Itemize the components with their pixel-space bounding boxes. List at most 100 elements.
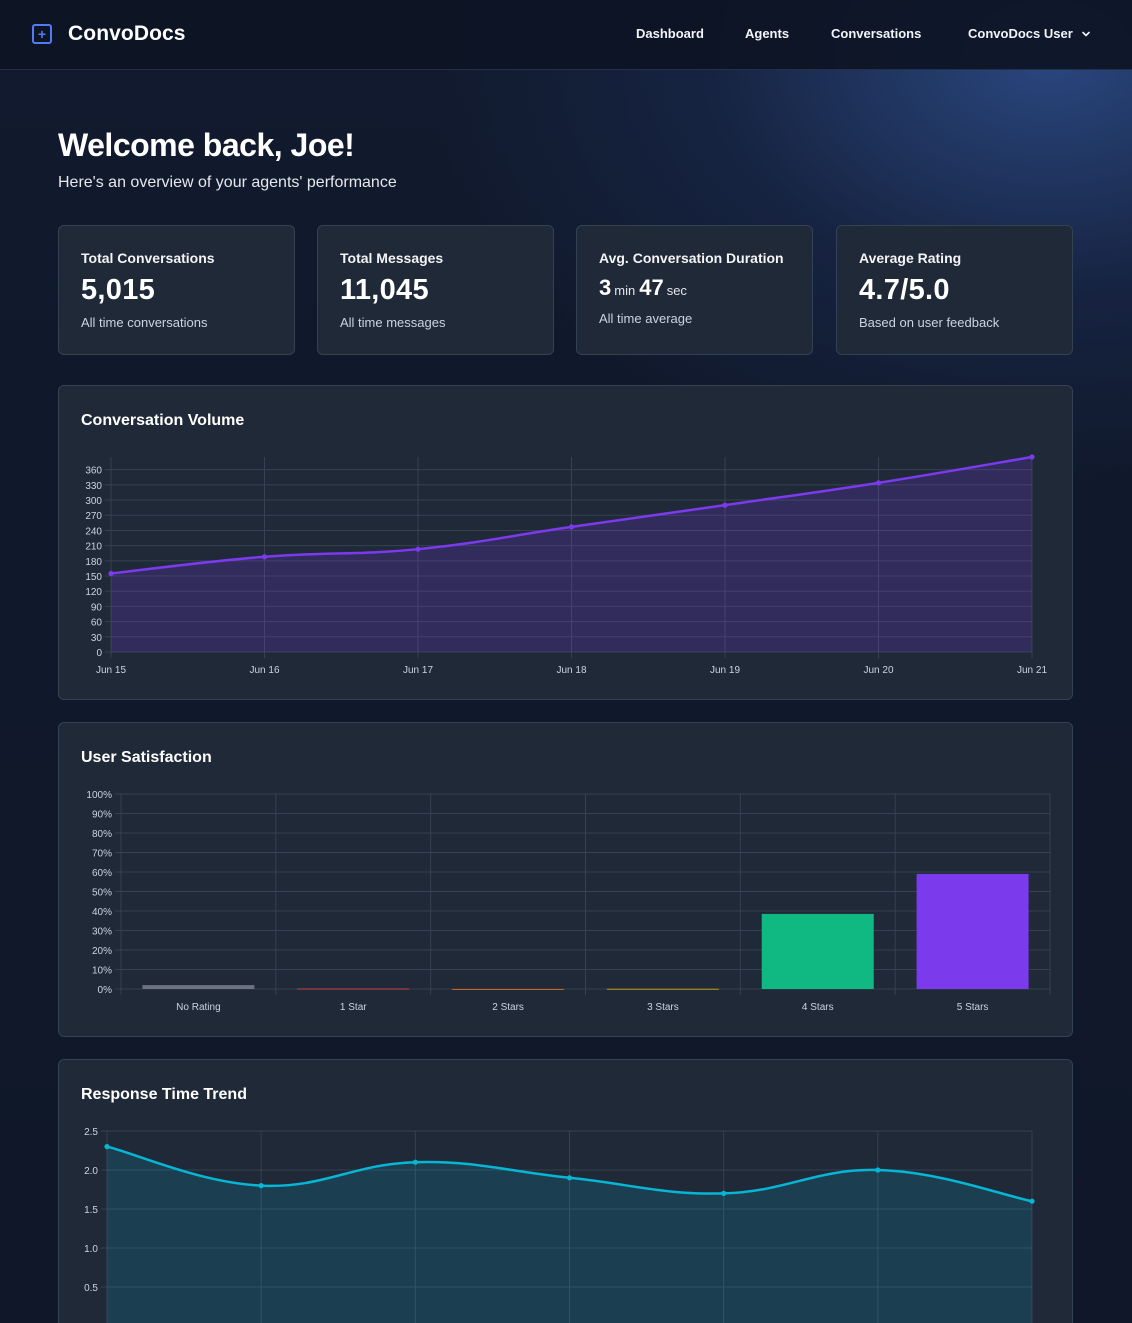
series-area <box>111 457 1032 652</box>
plus-square-icon: + <box>32 24 52 44</box>
y-tick-label: 80% <box>92 829 112 840</box>
data-point <box>875 480 882 486</box>
bar <box>606 988 719 990</box>
nav-dashboard[interactable]: Dashboard <box>636 26 704 41</box>
stat-card-avg-duration: Avg. Conversation Duration 3 min 47 sec All… <box>576 225 813 355</box>
y-tick-label: 330 <box>85 481 102 492</box>
y-tick-label: 0% <box>98 985 113 996</box>
y-tick-label: 2.5 <box>84 1127 98 1138</box>
y-tick-label: 40% <box>92 907 112 918</box>
stat-subtext: All time messages <box>340 315 446 330</box>
data-point <box>415 546 421 552</box>
y-tick-label: 120 <box>85 587 102 598</box>
stat-title: Average Rating <box>859 250 962 266</box>
duration-minutes: 3 <box>599 275 612 300</box>
bar <box>297 988 410 990</box>
y-tick-label: 180 <box>85 557 102 568</box>
chevron-down-icon <box>1081 31 1090 36</box>
stat-card-total-messages: Total Messages 11,045 All time messages <box>317 225 554 355</box>
x-tick-label: Jun 18 <box>556 665 586 676</box>
y-tick-label: 50% <box>92 888 112 899</box>
bar <box>452 989 565 990</box>
stat-value: 3 min 47 sec <box>599 275 812 301</box>
top-navbar: + ConvoDocs Dashboard Agents Conversatio… <box>0 0 1132 70</box>
stat-subtext: Based on user feedback <box>859 315 1000 330</box>
stat-subtext: All time average <box>599 311 693 326</box>
y-tick-label: 0 <box>96 648 102 659</box>
response-time-panel: Response Time Trend 00.51.01.52.02.5 <box>58 1059 1073 1323</box>
response-time-chart: 00.51.01.52.02.5 <box>84 1127 1035 1323</box>
stat-title: Avg. Conversation Duration <box>599 250 784 266</box>
x-tick-label: 4 Stars <box>802 1002 834 1013</box>
stat-title: Total Messages <box>340 250 444 266</box>
stat-card-total-conversations: Total Conversations 5,015 All time conve… <box>58 225 295 355</box>
y-tick-label: 70% <box>92 849 112 860</box>
y-tick-label: 60% <box>92 868 112 879</box>
y-tick-label: 1.0 <box>84 1244 98 1255</box>
stat-value: 11,045 <box>340 274 429 306</box>
x-tick-label: Jun 16 <box>249 665 279 676</box>
data-point <box>566 1175 573 1181</box>
data-point <box>1029 1198 1035 1204</box>
x-tick-label: No Rating <box>176 1002 220 1013</box>
user-menu-label: ConvoDocs User <box>968 26 1073 41</box>
stat-title: Total Conversations <box>81 250 215 266</box>
x-tick-label: Jun 15 <box>96 665 126 676</box>
y-tick-label: 270 <box>85 511 102 522</box>
y-tick-label: 90% <box>92 810 112 821</box>
data-point <box>412 1159 418 1165</box>
data-point <box>104 1144 110 1150</box>
x-tick-label: Jun 21 <box>1017 665 1047 676</box>
x-tick-label: 5 Stars <box>957 1002 989 1013</box>
bar <box>916 873 1029 989</box>
x-tick-label: Jun 19 <box>710 665 740 676</box>
x-tick-label: Jun 17 <box>403 665 433 676</box>
stat-value: 5,015 <box>81 274 156 306</box>
page-title: Welcome back, Joe! <box>58 127 355 163</box>
data-point <box>108 570 114 577</box>
user-satisfaction-chart: 0% 10% 20% 30% 40% 50% 60% 70% 80% 90% 100% No Rati… <box>86 790 1051 1013</box>
x-tick-label: 2 Stars <box>492 1002 524 1013</box>
nav-conversations[interactable]: Conversations <box>831 26 922 41</box>
y-tick-label: 60 <box>91 618 103 629</box>
nav-agents[interactable]: Agents <box>745 26 790 41</box>
y-tick-label: 360 <box>85 466 102 477</box>
y-tick-label: 1.5 <box>84 1205 98 1216</box>
data-point <box>261 554 268 560</box>
bar <box>761 913 874 989</box>
y-tick-label: 30 <box>91 633 103 644</box>
conversation-volume-panel: Conversation Volume 0 30 60 90 120 150 180 210 2… <box>58 385 1073 700</box>
y-tick-label: 300 <box>85 496 102 507</box>
series-area <box>107 1146 1032 1323</box>
user-menu[interactable]: ConvoDocs User <box>968 26 1091 41</box>
conversation-volume-chart: 0 30 60 90 120 150 180 210 240 270 300 330 360 Jun 15… <box>85 454 1047 676</box>
y-tick-label: 0.5 <box>84 1283 98 1294</box>
data-point <box>258 1183 264 1189</box>
y-tick-label: 10% <box>92 966 112 977</box>
duration-min-unit: min <box>614 283 636 298</box>
panel-title: User Satisfaction <box>81 749 212 766</box>
data-point <box>875 1167 881 1173</box>
stat-value: 4.7/5.0 <box>859 274 950 306</box>
data-point <box>721 1190 727 1196</box>
y-tick-label: 210 <box>85 542 102 553</box>
y-tick-label: 240 <box>85 526 102 537</box>
y-tick-label: 100% <box>86 790 112 801</box>
y-tick-label: 90 <box>91 602 103 613</box>
y-tick-label: 2.0 <box>84 1166 98 1177</box>
data-point <box>722 502 728 508</box>
brand[interactable]: + ConvoDocs <box>32 22 186 46</box>
x-tick-label: Jun 20 <box>863 665 893 676</box>
page-subtitle: Here's an overview of your agents' perfo… <box>58 174 397 191</box>
brand-name: ConvoDocs <box>68 22 186 45</box>
y-tick-label: 30% <box>92 927 112 938</box>
data-point <box>568 524 575 530</box>
panel-title: Conversation Volume <box>81 412 245 429</box>
y-tick-label: 150 <box>85 572 102 583</box>
stat-subtext: All time conversations <box>81 315 208 330</box>
duration-sec-unit: sec <box>666 283 687 298</box>
panel-title: Response Time Trend <box>81 1086 247 1103</box>
x-tick-label: 1 Star <box>340 1002 367 1013</box>
x-tick-label: 3 Stars <box>647 1002 679 1013</box>
duration-seconds: 47 <box>639 275 664 300</box>
